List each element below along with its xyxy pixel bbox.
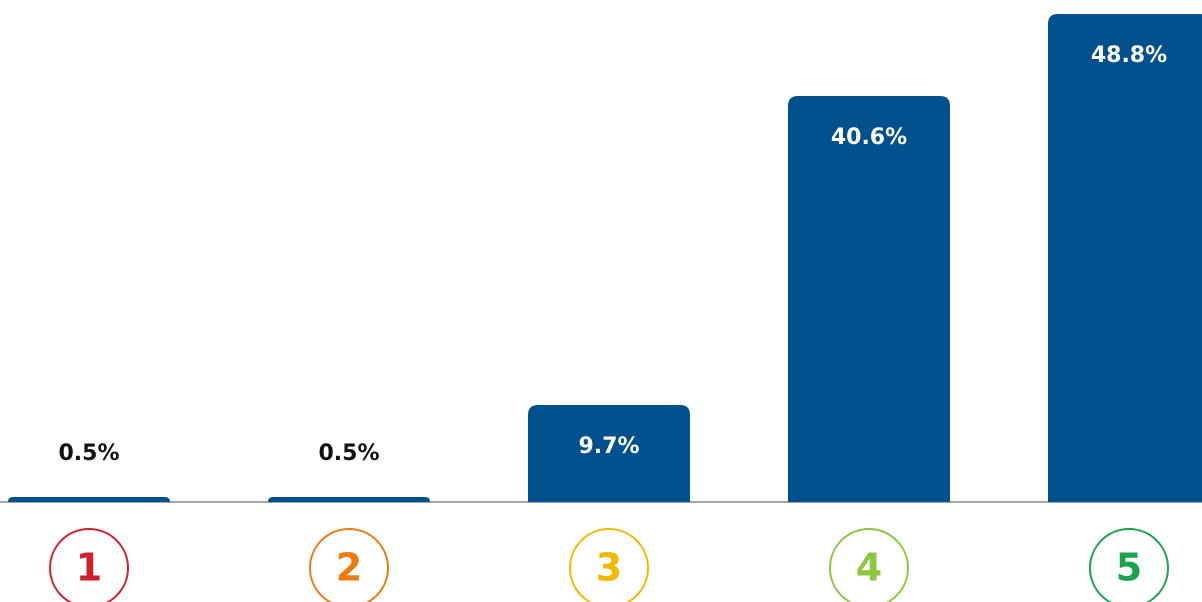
- bar: [788, 96, 950, 502]
- value-label: 48.8%: [1091, 43, 1167, 68]
- category-badge: [829, 528, 909, 602]
- value-label: 0.5%: [58, 441, 119, 466]
- category-badge: [1089, 528, 1169, 602]
- bar: [528, 405, 690, 502]
- bar: [1048, 14, 1202, 502]
- x-tick-label: 5: [1116, 546, 1142, 590]
- category-badge: [309, 528, 389, 602]
- bar: [268, 497, 430, 502]
- value-label: 9.7%: [578, 434, 639, 459]
- x-tick-label: 4: [856, 546, 882, 590]
- value-label: 0.5%: [318, 441, 379, 466]
- category-badge: [49, 528, 129, 602]
- x-tick-label: 1: [76, 546, 102, 590]
- x-tick-label: 3: [596, 546, 622, 590]
- category-badge: [569, 528, 649, 602]
- bar: [8, 497, 170, 502]
- x-tick-label: 2: [336, 546, 362, 590]
- value-label: 40.6%: [831, 125, 907, 150]
